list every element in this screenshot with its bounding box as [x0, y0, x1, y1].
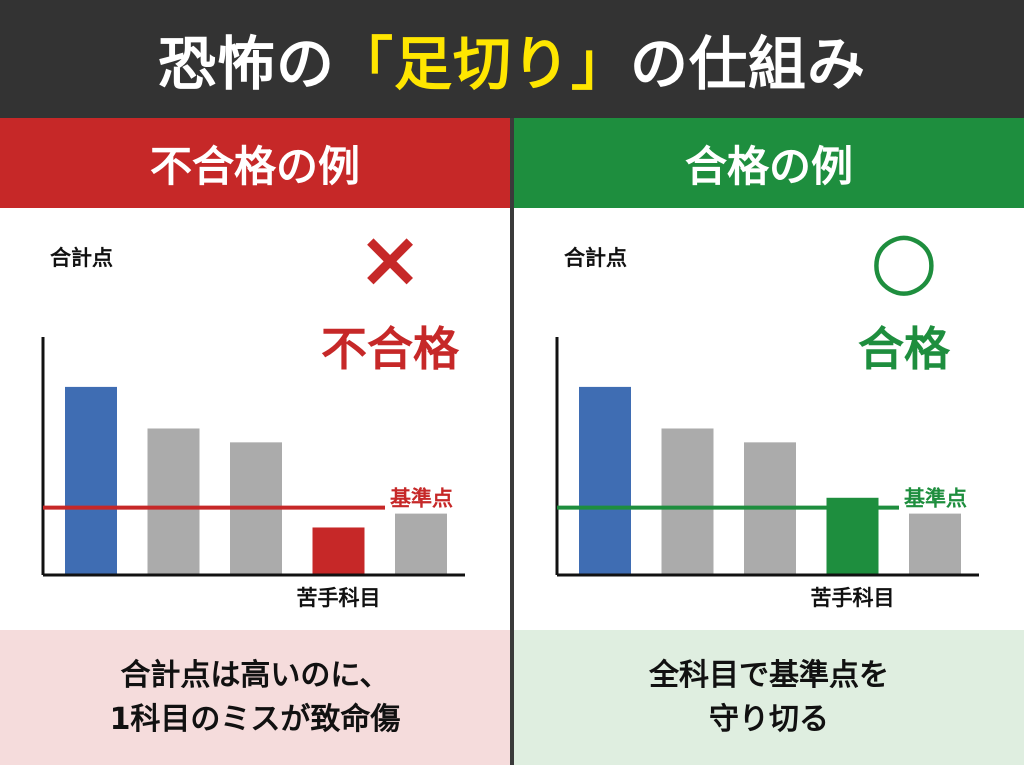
fail-caption-line-1: 合計点は高いのに、 — [120, 658, 390, 693]
verdict-mark-icon: × — [357, 215, 422, 305]
panel-divider — [510, 118, 514, 765]
y-axis-label: 合計点 — [50, 246, 113, 270]
bar — [661, 428, 714, 575]
title-suffix: の仕組み — [630, 30, 867, 98]
category-label: 苦手科目 — [297, 586, 381, 610]
y-axis-label: 合計点 — [564, 246, 627, 270]
pass-panel-title: 合格の例 — [514, 118, 1024, 208]
title-highlight: 「足切り」 — [334, 30, 630, 98]
bar — [826, 497, 879, 575]
page-title: 恐怖の 「足切り」 の仕組み — [0, 0, 1024, 118]
bar — [395, 513, 447, 575]
pass-example-panel: 合格の例 合計点基準点苦手科目 ○ 合格 全科目で基準点を 守り切る — [514, 118, 1024, 765]
fail-caption-line-2: 1科目のミスが致命傷 — [109, 701, 401, 737]
fail-example-panel: 不合格の例 合計点基準点苦手科目 × 不合格 合計点は高いのに、 1科目のミスが致命… — [0, 118, 510, 765]
pass-caption-line-2: 守り切る — [709, 701, 829, 737]
fail-caption: 合計点は高いのに、 1科目のミスが致命傷 — [0, 630, 510, 765]
pass-caption-line-1: 全科目で基準点を — [649, 658, 889, 693]
title-prefix: 恐怖の — [157, 30, 335, 98]
pass-chart-area: 合計点基準点苦手科目 ○ 合格 — [514, 208, 1024, 628]
verdict-label: 不合格 — [321, 322, 460, 376]
fail-chart-area: 合計点基準点苦手科目 × 不合格 — [0, 208, 510, 628]
bar — [909, 513, 961, 575]
reference-line-label: 基準点 — [904, 487, 967, 511]
verdict-label: 合格 — [858, 322, 951, 376]
bar — [65, 386, 117, 575]
pass-caption: 全科目で基準点を 守り切る — [514, 630, 1024, 765]
category-label: 苦手科目 — [811, 586, 895, 610]
fail-panel-title: 不合格の例 — [0, 118, 510, 208]
verdict-mark-icon: ○ — [870, 215, 938, 305]
bar — [579, 386, 631, 575]
bar — [312, 527, 365, 575]
reference-line-label: 基準点 — [390, 487, 453, 511]
bar — [147, 428, 200, 575]
